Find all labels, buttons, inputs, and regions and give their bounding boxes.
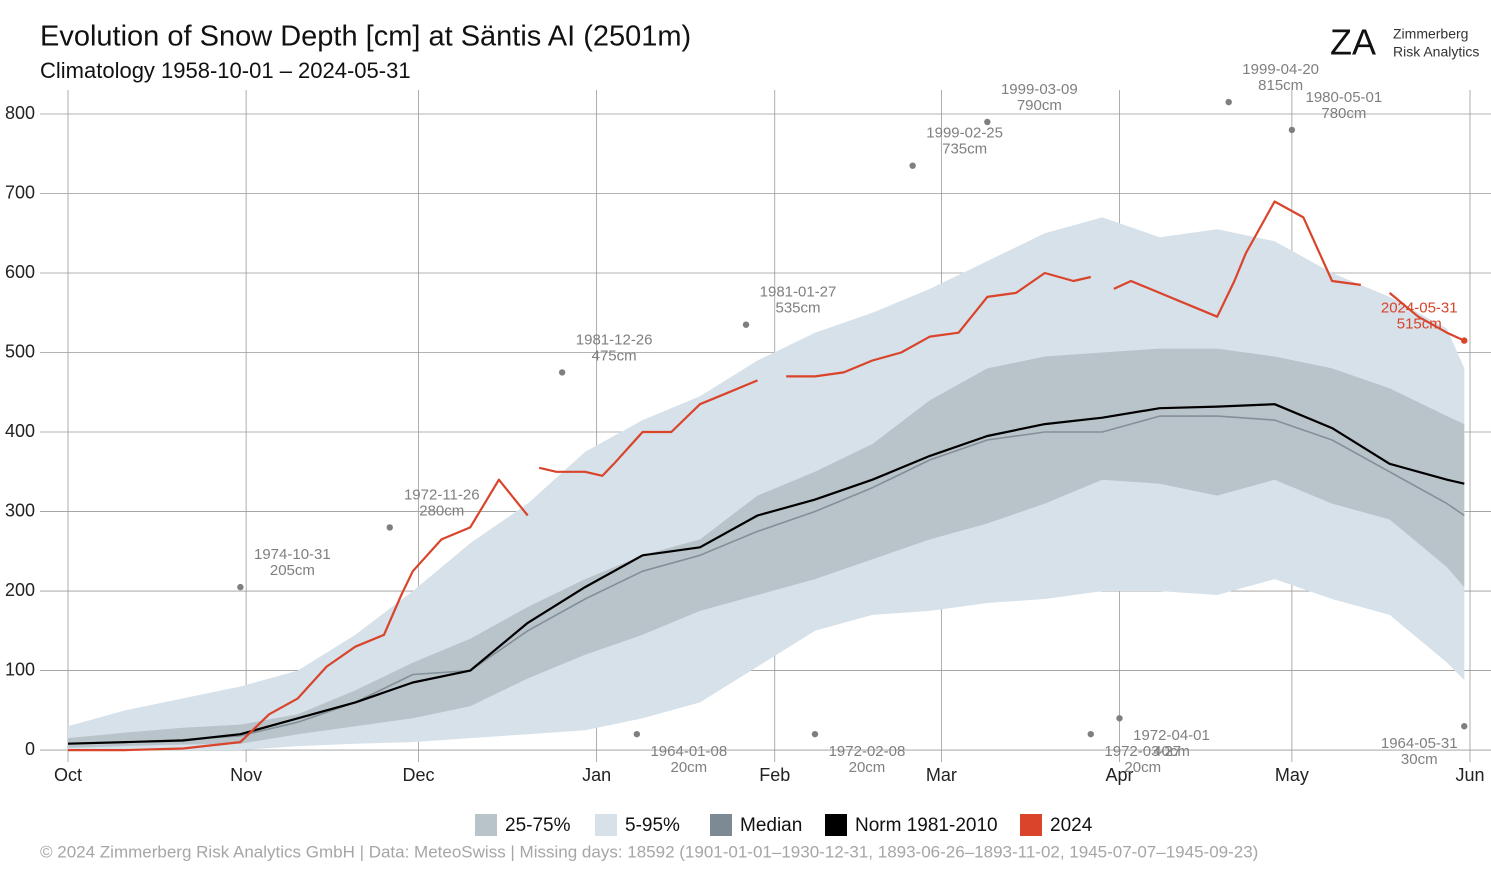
annotation-value: 205cm bbox=[270, 562, 315, 579]
annotation-value: 475cm bbox=[592, 347, 637, 364]
y-tick-label: 100 bbox=[5, 659, 35, 679]
annotation-date: 1999-04-20 bbox=[1242, 61, 1319, 78]
record-point bbox=[909, 162, 916, 169]
x-tick-label: Dec bbox=[402, 765, 434, 785]
record-point bbox=[633, 730, 641, 738]
annotation-date: 1964-01-08 bbox=[650, 743, 727, 760]
series-line bbox=[67, 403, 1465, 745]
y-tick-label: 700 bbox=[5, 182, 35, 202]
record-point bbox=[1461, 723, 1468, 730]
y-tick-label: 400 bbox=[5, 421, 35, 441]
x-tick-label: Feb bbox=[759, 765, 790, 785]
record-point bbox=[1116, 715, 1123, 722]
record-point bbox=[811, 730, 819, 738]
annotation-date: 1999-03-09 bbox=[1001, 81, 1078, 98]
annotation-value: 790cm bbox=[1017, 97, 1062, 114]
legend-swatch bbox=[595, 814, 617, 836]
annotation-date: 1981-01-27 bbox=[760, 284, 837, 301]
x-tick-label: Apr bbox=[1105, 765, 1133, 785]
chart-subtitle: Climatology 1958-10-01 – 2024-05-31 bbox=[40, 58, 411, 83]
annotation-value: 515cm bbox=[1397, 316, 1442, 333]
record-point bbox=[386, 524, 393, 531]
annotation-date: 1972-11-26 bbox=[404, 486, 480, 503]
y-tick-label: 600 bbox=[5, 262, 35, 282]
annotation-date: 1972-04-01 bbox=[1133, 727, 1210, 744]
annotation-date: 1964-05-31 bbox=[1381, 735, 1458, 752]
logo-text: Risk Analytics bbox=[1393, 44, 1479, 60]
annotation-date: 2024-05-31 bbox=[1381, 300, 1458, 317]
record-point bbox=[1461, 337, 1468, 344]
legend-label: 5-95% bbox=[625, 815, 680, 836]
series-line bbox=[67, 415, 1465, 745]
x-tick-label: Jun bbox=[1455, 765, 1484, 785]
annotation-date: 1972-02-08 bbox=[829, 743, 906, 760]
y-tick-label: 300 bbox=[5, 500, 35, 520]
y-tick-label: 500 bbox=[5, 341, 35, 361]
x-tick-label: Jan bbox=[582, 765, 611, 785]
annotation-value: 40cm bbox=[1153, 743, 1190, 760]
legend-swatch bbox=[825, 814, 847, 836]
annotation-date: 1981-12-26 bbox=[576, 331, 653, 348]
annotation-date: 1980-05-01 bbox=[1306, 89, 1383, 106]
x-tick-label: May bbox=[1275, 765, 1309, 785]
record-point bbox=[237, 583, 244, 591]
annotation-value: 535cm bbox=[776, 300, 821, 317]
annotation-value: 20cm bbox=[671, 759, 708, 776]
legend-label: 2024 bbox=[1050, 815, 1093, 836]
y-tick-label: 800 bbox=[5, 103, 35, 123]
legend-label: Norm 1981-2010 bbox=[855, 815, 998, 836]
x-tick-label: Mar bbox=[926, 765, 957, 785]
footer: © 2024 Zimmerberg Risk Analytics GmbH | … bbox=[40, 842, 1258, 861]
legend-swatch bbox=[1020, 814, 1042, 836]
annotation-value: 20cm bbox=[1124, 759, 1161, 776]
legend-label: Median bbox=[740, 815, 802, 836]
logo-mark: ZA bbox=[1330, 22, 1376, 63]
band-area bbox=[68, 348, 1465, 748]
legend-swatch bbox=[710, 814, 732, 836]
annotation-value: 780cm bbox=[1321, 105, 1366, 122]
annotation-date: 1972-03-27 bbox=[1104, 743, 1181, 760]
x-tick-label: Oct bbox=[54, 765, 82, 785]
annotation-value: 30cm bbox=[1401, 751, 1438, 768]
logo-text: Zimmerberg bbox=[1393, 26, 1468, 42]
annotation-value: 735cm bbox=[942, 141, 987, 158]
annotation-date: 1974-10-31 bbox=[254, 546, 331, 563]
series-line bbox=[68, 200, 1465, 752]
x-tick-label: Nov bbox=[230, 765, 262, 785]
record-point bbox=[1288, 126, 1296, 134]
record-point bbox=[558, 369, 566, 376]
record-point bbox=[1225, 98, 1232, 106]
legend-label: 25-75% bbox=[505, 815, 571, 836]
record-point bbox=[742, 321, 750, 328]
annotation-value: 815cm bbox=[1258, 77, 1303, 94]
y-tick-label: 0 bbox=[25, 739, 35, 759]
record-point bbox=[1087, 730, 1094, 738]
y-tick-label: 200 bbox=[5, 580, 35, 600]
legend-swatch bbox=[475, 814, 497, 836]
band-area bbox=[68, 217, 1465, 751]
chart-title: Evolution of Snow Depth [cm] at Säntis A… bbox=[40, 21, 691, 53]
record-point bbox=[984, 118, 991, 126]
annotation-value: 20cm bbox=[849, 759, 886, 776]
annotation-value: 280cm bbox=[419, 502, 464, 519]
annotation-date: 1999-02-25 bbox=[926, 125, 1003, 142]
